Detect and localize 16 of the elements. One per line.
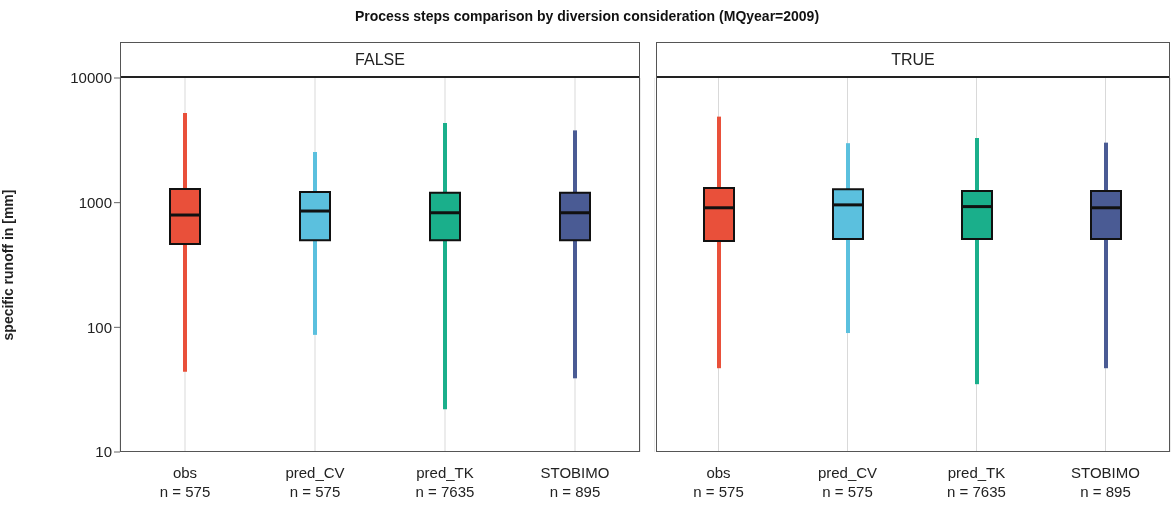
- x-tick-label: pred_CV n = 575: [285, 464, 345, 500]
- chart-title: Process steps comparison by diversion consideration (MQyear=2009): [353, 8, 821, 24]
- chart-subtitle: TRUE: [656, 42, 1170, 78]
- x-tick-label: STOBIMO n = 895: [540, 464, 610, 500]
- x-tick-label: obs n = 575: [693, 464, 744, 500]
- x-tick-label: pred_CV n = 575: [817, 464, 878, 500]
- x-tick-label: pred_TK n = 7635: [947, 464, 1006, 500]
- y-axis-title: specific runoff in [mm]: [0, 189, 16, 341]
- y-tick-label: 10000: [70, 69, 112, 87]
- chart-subtitle: FALSE: [120, 42, 640, 78]
- x-tick-label: STOBIMO n = 895: [1071, 464, 1140, 500]
- y-tick-label: 1000: [78, 193, 112, 211]
- x-tick-label: pred_TK n = 7635: [415, 464, 475, 500]
- x-tick-label: obs n = 575: [159, 464, 211, 500]
- y-tick-label: 100: [86, 318, 112, 336]
- y-tick-label: 10: [95, 443, 112, 461]
